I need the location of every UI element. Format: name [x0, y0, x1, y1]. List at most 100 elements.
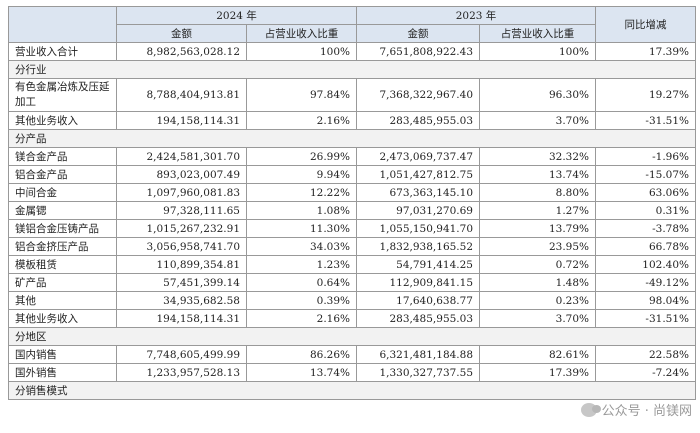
yoy-change: 0.31% — [595, 201, 696, 220]
table-row: 镁合金产品 2,424,581,301.70 26.99% 2,473,069,… — [8, 147, 696, 166]
header-amount-2024: 金额 — [116, 24, 247, 43]
ratio-2023: 3.70% — [479, 111, 596, 130]
row-label: 有色金属冶炼及压延加工 — [8, 78, 117, 112]
amount-2024: 893,023,007.49 — [116, 165, 247, 184]
table-row: 其他业务收入 194,158,114.31 2.16% 283,485,955.… — [8, 309, 696, 328]
header-yoy: 同比增减 — [595, 6, 696, 43]
amount-2024: 194,158,114.31 — [116, 111, 247, 130]
table-row: 铝合金挤压产品 3,056,958,741.70 34.03% 1,832,93… — [8, 237, 696, 256]
row-label: 国外销售 — [8, 363, 117, 382]
ratio-2024: 9.94% — [246, 165, 357, 184]
yoy-change: -15.07% — [595, 165, 696, 184]
ratio-2023: 0.72% — [479, 255, 596, 274]
row-label: 铝合金挤压产品 — [8, 237, 117, 256]
row-label: 金属锶 — [8, 201, 117, 220]
amount-2024: 3,056,958,741.70 — [116, 237, 247, 256]
ratio-2023: 82.61% — [479, 345, 596, 364]
section-title: 分地区 — [8, 327, 696, 346]
yoy-change: -7.24% — [595, 363, 696, 382]
ratio-2023: 96.30% — [479, 78, 596, 112]
yoy-change: -31.51% — [595, 111, 696, 130]
amount-2023: 6,321,481,184.88 — [356, 345, 480, 364]
header-row-years: 2024 年 2023 年 同比增减 — [8, 6, 696, 43]
row-label: 镁铝合金压铸产品 — [8, 219, 117, 238]
amount-2024: 2,424,581,301.70 — [116, 147, 247, 166]
amount-2023: 283,485,955.03 — [356, 111, 480, 130]
row-label: 铝合金产品 — [8, 165, 117, 184]
ratio-2024: 86.26% — [246, 345, 357, 364]
amount-2024: 57,451,399.14 — [116, 273, 247, 292]
amount-2023: 97,031,270.69 — [356, 201, 480, 220]
ratio-2024: 100% — [246, 42, 357, 61]
amount-2023: 54,791,414.25 — [356, 255, 480, 274]
yoy-change: 19.27% — [595, 78, 696, 112]
section-row-product: 分产品 — [8, 129, 696, 148]
ratio-2024: 0.64% — [246, 273, 357, 292]
wechat-icon — [580, 402, 601, 417]
ratio-2024: 13.74% — [246, 363, 357, 382]
amount-2024: 8,982,563,028.12 — [116, 42, 247, 61]
ratio-2023: 13.79% — [479, 219, 596, 238]
amount-2023: 1,051,427,812.75 — [356, 165, 480, 184]
row-label: 其他 — [8, 291, 117, 310]
yoy-change: 17.39% — [595, 42, 696, 61]
yoy-change: -3.78% — [595, 219, 696, 238]
amount-2023: 1,832,938,165.52 — [356, 237, 480, 256]
yoy-change: 63.06% — [595, 183, 696, 202]
row-label: 其他业务收入 — [8, 111, 117, 130]
ratio-2024: 0.39% — [246, 291, 357, 310]
table-row: 中间合金 1,097,960,081.83 12.22% 673,363,145… — [8, 183, 696, 202]
ratio-2023: 13.74% — [479, 165, 596, 184]
header-ratio-2023: 占营业收入比重 — [479, 24, 596, 43]
table-row: 国内销售 7,748,605,499.99 86.26% 6,321,481,1… — [8, 345, 696, 364]
amount-2023: 7,368,322,967.40 — [356, 78, 480, 112]
table-row: 镁铝合金压铸产品 1,015,267,232.91 11.30% 1,055,1… — [8, 219, 696, 238]
ratio-2024: 34.03% — [246, 237, 357, 256]
header-amount-2023: 金额 — [356, 24, 480, 43]
table-row: 金属锶 97,328,111.65 1.08% 97,031,270.69 1.… — [8, 201, 696, 220]
ratio-2023: 23.95% — [479, 237, 596, 256]
watermark: 公众号 · 尚镁网 — [580, 400, 692, 419]
amount-2023: 673,363,145.10 — [356, 183, 480, 202]
ratio-2023: 100% — [479, 42, 596, 61]
row-label: 镁合金产品 — [8, 147, 117, 166]
amount-2023: 1,055,150,941.70 — [356, 219, 480, 238]
header-year-2023: 2023 年 — [356, 6, 596, 25]
table-row: 有色金属冶炼及压延加工 8,788,404,913.81 97.84% 7,36… — [8, 78, 696, 112]
amount-2024: 8,788,404,913.81 — [116, 78, 247, 112]
ratio-2023: 17.39% — [479, 363, 596, 382]
amount-2023: 112,909,841.15 — [356, 273, 480, 292]
ratio-2023: 1.48% — [479, 273, 596, 292]
amount-2023: 17,640,638.77 — [356, 291, 480, 310]
amount-2023: 1,330,327,737.55 — [356, 363, 480, 382]
table-row: 其他 34,935,682.58 0.39% 17,640,638.77 0.2… — [8, 291, 696, 310]
ratio-2024: 1.08% — [246, 201, 357, 220]
header-year-2024: 2024 年 — [116, 6, 357, 25]
amount-2023: 2,473,069,737.47 — [356, 147, 480, 166]
section-row-industry: 分行业 — [8, 60, 696, 79]
amount-2024: 194,158,114.31 — [116, 309, 247, 328]
total-row: 营业收入合计 8,982,563,028.12 100% 7,651,808,9… — [8, 42, 696, 61]
table-row: 国外销售 1,233,957,528.13 13.74% 1,330,327,7… — [8, 363, 696, 382]
ratio-2024: 12.22% — [246, 183, 357, 202]
table-row: 模板租赁 110,899,354.81 1.23% 54,791,414.25 … — [8, 255, 696, 274]
ratio-2024: 11.30% — [246, 219, 357, 238]
ratio-2023: 3.70% — [479, 309, 596, 328]
ratio-2023: 32.32% — [479, 147, 596, 166]
ratio-2024: 2.16% — [246, 309, 357, 328]
amount-2024: 110,899,354.81 — [116, 255, 247, 274]
table-row: 矿产品 57,451,399.14 0.64% 112,909,841.15 1… — [8, 273, 696, 292]
amount-2024: 97,328,111.65 — [116, 201, 247, 220]
amount-2024: 1,015,267,232.91 — [116, 219, 247, 238]
yoy-change: 98.04% — [595, 291, 696, 310]
row-label: 模板租赁 — [8, 255, 117, 274]
header-blank — [8, 6, 117, 43]
section-title: 分销售模式 — [8, 381, 696, 400]
ratio-2023: 0.23% — [479, 291, 596, 310]
table-row: 铝合金产品 893,023,007.49 9.94% 1,051,427,812… — [8, 165, 696, 184]
amount-2024: 1,233,957,528.13 — [116, 363, 247, 382]
amount-2024: 1,097,960,081.83 — [116, 183, 247, 202]
yoy-change: -31.51% — [595, 309, 696, 328]
row-label: 矿产品 — [8, 273, 117, 292]
ratio-2023: 8.80% — [479, 183, 596, 202]
